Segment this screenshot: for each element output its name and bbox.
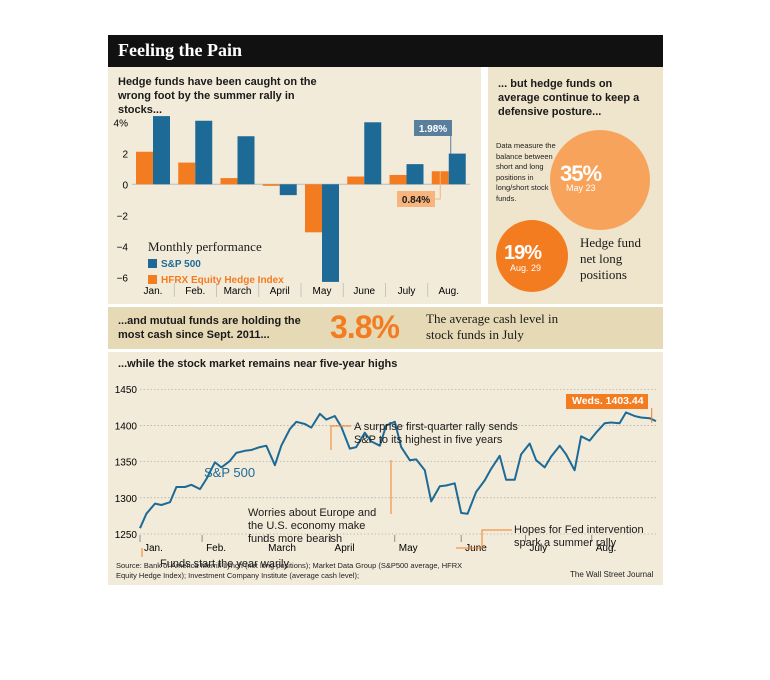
left-heading: Hedge funds have been caught on the wron… [118,76,317,116]
sp500-line-panel: ...while the stock market remains near f… [108,352,663,585]
bar-sp500 [279,184,297,196]
callout-hfrx-leader [435,171,441,200]
x-tick-label: April [270,286,290,297]
y-tick-label: 2 [122,149,128,160]
title-bar: Feeling the Pain [108,35,663,67]
x-tick-label: June [353,286,375,297]
legend-hfrx: HFRX Equity Hedge Index [148,275,284,286]
infographic: Feeling the Pain Hedge funds have been c… [108,35,663,585]
bar-hfrx [347,176,365,185]
bar-sp500 [364,122,382,185]
callout-sp500-box [414,120,452,136]
legend-swatch-hfrx [148,275,157,284]
x-tick-label: May [313,286,332,297]
callout-hfrx: 0.84% [397,171,441,207]
y-tick-label: 1350 [115,458,138,469]
cash-caption: The average cash level in stock funds in… [426,311,559,342]
y-tick-label: 1450 [115,385,138,396]
net-long-panel: ... but hedge funds on average continue … [488,67,663,304]
right-heading: ... but hedge funds on average continue … [498,78,640,118]
bar-chart-title: Monthly performance [148,239,262,254]
line-series-label: S&P 500 [204,465,256,480]
bubble-35-value: 35% [560,161,602,186]
x-tick-label: Feb. [206,543,226,554]
annotation-europe: Worries about Europe and the U.S. econom… [248,507,377,545]
y-tick-label: 1250 [115,530,138,541]
x-tick-label: March [268,543,296,554]
y-tick-label: 1300 [115,494,138,505]
x-tick-label: Aug. [596,543,617,554]
bar-hfrx [305,184,322,233]
legend-label-sp500: S&P 500 [161,259,201,270]
bar-sp500 [448,153,466,185]
x-tick-label: Aug. [438,286,459,297]
source-note-visible: Source: Bank of America Merrill Lynch (n… [116,561,463,580]
callout-sp500-label: 1.98% [419,124,447,135]
bar-sp500 [195,120,213,185]
x-tick-label: Jan. [144,543,163,554]
bubble-35 [550,130,650,230]
annotation-funds-start: Funds start the year warily [160,558,289,570]
legend-sp500: S&P 500 [148,259,201,270]
cash-level-band: ...and mutual funds are holding the most… [108,307,663,349]
x-tick-label: Feb. [185,286,205,297]
annotation-fed-leader [456,529,512,549]
x-tick-label: Jan. [144,286,163,297]
bar-chart: 4% 2 0 −2 −4 −6 Jan. Feb. March April May June July A… [114,116,470,297]
bar-sp500 [322,184,339,282]
y-tick-label: 1400 [115,421,138,432]
annotation-fed: Hopes for Fed intervention spark a summe… [514,524,644,549]
x-tick-label: July [398,286,416,297]
x-tick-label: April [335,543,355,554]
bar-hfrx [178,162,196,185]
graphic-title: Feeling the Pain [118,40,242,60]
bubble-19 [496,220,568,292]
y-tick-label: −4 [117,242,129,253]
y-tick-label: 0 [122,180,128,191]
bottom-heading: ...while the stock market remains near f… [118,358,398,370]
bar-hfrx [220,178,238,185]
band-text: ...and mutual funds are holding the most… [118,315,301,341]
x-tick-label: July [529,543,547,554]
callout-hfrx-label: 0.84% [402,195,430,206]
bar-hfrx [389,174,407,185]
cash-value: 3.8% [330,309,400,345]
annotation-q1-leader [330,425,351,450]
monthly-performance-panel: Hedge funds have been caught on the wron… [108,67,481,304]
y-tick-label: −2 [117,211,129,222]
bar-sp500 [406,164,424,185]
bar-hfrx [136,151,153,185]
x-tick-label: May [399,543,418,554]
callout-sp500-leader [450,127,452,154]
right-note: Data measure the balance between short a… [496,141,556,203]
annotation-start-leader [141,548,143,557]
callout-hfrx-box [397,191,435,207]
bar-hfrx [262,184,280,186]
bubble-caption: Hedge fund net long positions [580,235,642,282]
y-tick-label: 4% [114,118,129,129]
bubble-35-date: May 23 [566,183,596,193]
callout-sp500: 1.98% [414,120,452,154]
legend-label-hfrx: HFRX Equity Hedge Index [161,275,284,286]
legend-swatch-sp500 [148,259,157,268]
sp500-line [139,411,657,529]
annotation-weds: Weds. 1403.44 [566,394,648,409]
bar-sp500 [237,136,255,185]
credit: The Wall Street Journal [570,570,654,579]
y-tick-label: −6 [117,273,129,284]
annotation-q1-rally: A surprise first-quarter rally sends S&P… [354,421,518,446]
bubble-19-date: Aug. 29 [510,263,542,273]
line-chart: 1450 1400 1350 1300 1250 Jan. Feb. March April Ma… [115,385,657,557]
x-tick-label: March [224,286,252,297]
bubble-19-value: 19% [504,242,542,264]
bar-sp500 [153,116,170,185]
annotation-weds-text: Weds. 1403.44 [572,395,644,407]
